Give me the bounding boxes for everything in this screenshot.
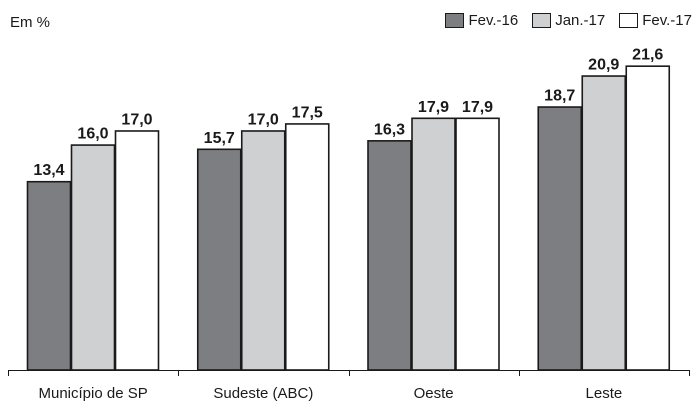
- bar-2-3: [625, 65, 671, 371]
- bar-1-2: [411, 117, 456, 371]
- data-label-2-1: 17,5: [292, 104, 323, 121]
- data-label-1-1: 17,0: [248, 111, 279, 128]
- bar-2-2: [455, 117, 500, 371]
- x-tick-label-3: Leste: [586, 385, 623, 402]
- data-label-2-2: 17,9: [462, 99, 493, 116]
- legend: Fev.-16 Jan.-17 Fev.-17: [431, 12, 692, 29]
- data-label-0-1: 15,7: [204, 130, 235, 147]
- x-tick-label-0: Município de SP: [39, 385, 148, 402]
- legend-label-0: Fev.-16: [468, 12, 519, 29]
- data-label-0-3: 18,7: [544, 88, 575, 105]
- bar-0-0: [26, 180, 72, 371]
- legend-swatch-2: [619, 13, 639, 28]
- unit-label: Em %: [10, 14, 51, 31]
- x-tick-label-2: Oeste: [414, 385, 454, 402]
- data-label-2-0: 17,0: [121, 111, 152, 128]
- legend-swatch-0: [445, 13, 465, 28]
- legend-swatch-1: [532, 13, 552, 28]
- bar-2-0: [114, 130, 160, 371]
- data-label-1-0: 16,0: [77, 126, 108, 143]
- data-label-1-3: 20,9: [588, 57, 619, 74]
- data-label-0-2: 16,3: [374, 121, 405, 138]
- bar-1-1: [240, 130, 286, 371]
- legend-item-series-2: Fev.-17: [619, 12, 692, 29]
- data-label-0-0: 13,4: [33, 162, 64, 179]
- legend-label-1: Jan.-17: [555, 12, 606, 29]
- bar-1-0: [70, 144, 116, 371]
- legend-item-series-1: Jan.-17: [532, 12, 605, 29]
- data-label-1-2: 17,9: [418, 99, 449, 116]
- bar-2-1: [284, 123, 330, 371]
- bar-1-3: [581, 75, 627, 371]
- legend-item-series-0: Fev.-16: [445, 12, 518, 29]
- data-label-2-3: 21,6: [632, 47, 663, 64]
- x-tick-label-1: Sudeste (ABC): [213, 385, 313, 402]
- bar-0-3: [537, 106, 583, 371]
- legend-label-2: Fev.-17: [642, 12, 692, 29]
- bar-0-2: [367, 140, 412, 371]
- bar-0-1: [196, 148, 242, 371]
